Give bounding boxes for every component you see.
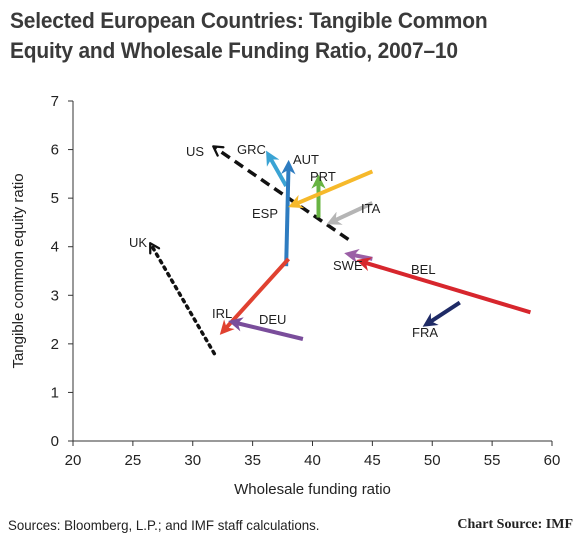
y-tick-label: 5 (51, 190, 59, 207)
arrow-grc (266, 150, 288, 187)
x-tick-label: 30 (184, 452, 201, 469)
x-tick-label: 20 (65, 452, 82, 469)
source-note: Sources: Bloomberg, L.P.; and IMF staff … (8, 517, 320, 533)
x-tick-label: 40 (304, 452, 321, 469)
label-deu: DEU (259, 312, 286, 327)
arrow-deu (228, 317, 304, 341)
y-tick-label: 2 (51, 336, 59, 353)
label-aut: AUT (293, 152, 319, 167)
label-irl: IRL (212, 306, 232, 321)
label-grc: GRC (237, 142, 266, 157)
x-tick-label: 50 (424, 452, 441, 469)
label-uk: UK (129, 235, 147, 250)
chart-title: Selected European Countries: Tangible Co… (10, 8, 488, 63)
y-axis-label: Tangible common equity ratio (10, 173, 27, 368)
x-axis-label: Wholesale funding ratio (234, 481, 391, 498)
arrow-bel (356, 257, 532, 315)
label-prt: PRT (310, 169, 336, 184)
y-tick-label: 0 (51, 433, 59, 450)
x-tick-label: 25 (125, 452, 142, 469)
y-tick-label: 3 (51, 287, 59, 304)
arrow-esp (288, 169, 374, 209)
label-bel: BEL (411, 262, 436, 277)
label-fra: FRA (412, 325, 438, 340)
arrow-ita (326, 201, 374, 225)
label-esp: ESP (252, 206, 278, 221)
y-tick-label: 7 (51, 93, 59, 110)
y-tick-label: 6 (51, 142, 59, 159)
y-tick-label: 4 (51, 239, 59, 256)
country-labels: UK US GRC AUT PRT ESP ITA SWE BEL FRA IRL DEU (129, 142, 438, 340)
arrow-aut (281, 159, 296, 267)
label-us: US (186, 144, 204, 159)
arrow-fra (422, 300, 461, 327)
label-swe: SWE (333, 258, 363, 273)
arrow-uk (149, 242, 217, 356)
arrows (149, 145, 532, 356)
label-ita: ITA (361, 201, 381, 216)
x-tick-label: 60 (544, 452, 561, 469)
x-tick-label: 45 (364, 452, 381, 469)
x-tick-label: 35 (244, 452, 261, 469)
x-tick-label: 55 (484, 452, 501, 469)
arrow-us (212, 145, 350, 241)
y-tick-label: 1 (51, 384, 59, 401)
chart-credit: Chart Source: IMF (457, 517, 573, 532)
